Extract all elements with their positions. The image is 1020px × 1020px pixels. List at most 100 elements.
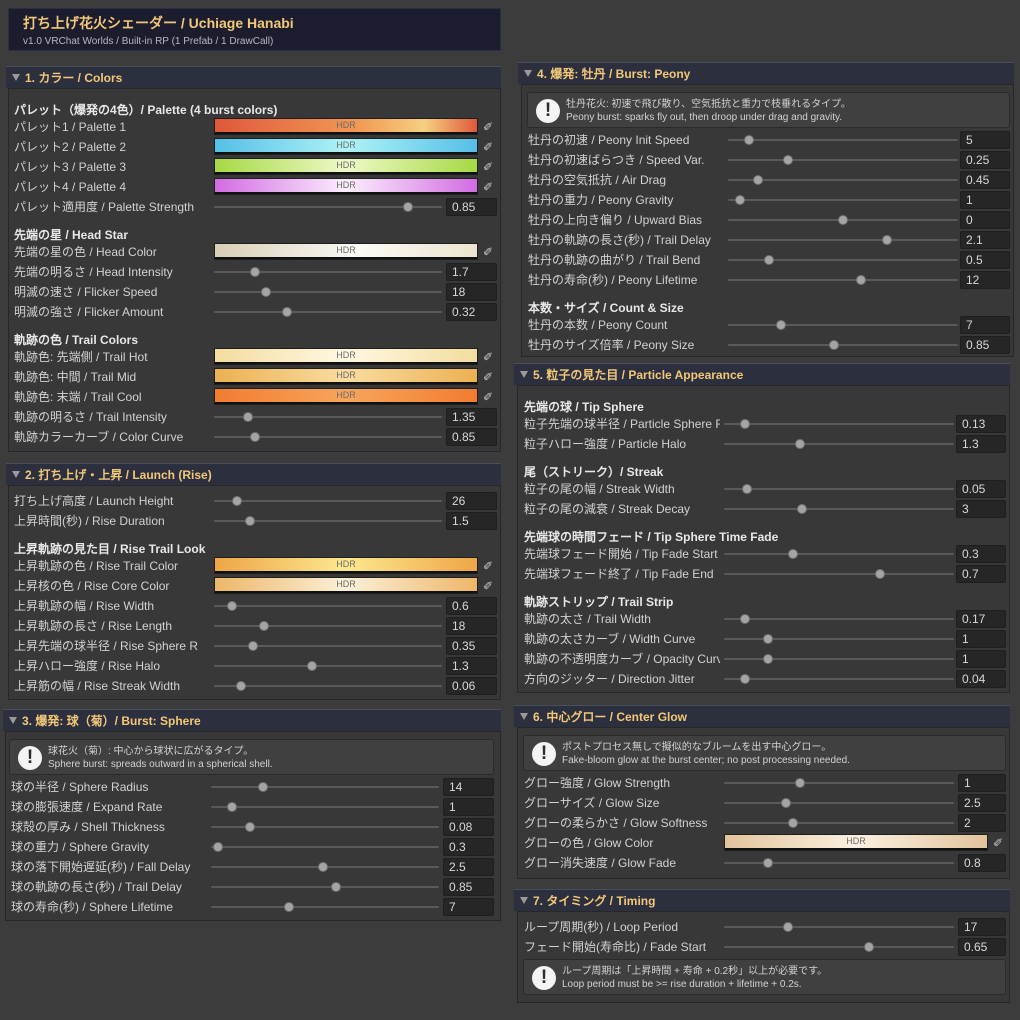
slider-track[interactable] [724, 618, 954, 620]
trail-delay-slider[interactable] [728, 230, 958, 250]
slider-thumb[interactable] [794, 439, 805, 449]
loop-period-value-field[interactable]: 17 [958, 918, 1006, 936]
tip-fade-end-slider[interactable] [724, 564, 954, 584]
slider-track[interactable] [724, 488, 954, 490]
slider-track[interactable] [214, 665, 442, 667]
trail-delay-value-field[interactable]: 2.1 [960, 231, 1010, 249]
slider-track[interactable] [728, 139, 958, 141]
trail-bend-value-field[interactable]: 0.5 [960, 251, 1010, 269]
rise-length-value-field[interactable]: 18 [446, 617, 497, 635]
init-speed-slider[interactable] [728, 130, 958, 150]
foldout-arrow-icon[interactable] [520, 371, 528, 378]
slider-track[interactable] [728, 279, 958, 281]
slider-track[interactable] [728, 159, 958, 161]
slider-track[interactable] [214, 436, 442, 438]
slider-thumb[interactable] [856, 275, 867, 285]
slider-track[interactable] [211, 786, 439, 788]
eyedropper-icon[interactable]: ✐ [482, 578, 494, 593]
sphere-radius-value-field[interactable]: 14 [443, 778, 494, 796]
slider-thumb[interactable] [788, 818, 798, 828]
slider-track[interactable] [214, 416, 442, 418]
peony-size-value-field[interactable]: 0.85 [960, 336, 1010, 354]
slider-thumb[interactable] [743, 135, 754, 145]
slider-thumb[interactable] [739, 419, 750, 429]
slider-track[interactable] [724, 573, 954, 575]
slider-thumb[interactable] [227, 601, 238, 611]
section-header-particle[interactable]: 5. 粒子の見た目 / Particle Appearance [514, 363, 1010, 385]
slider-thumb[interactable] [752, 175, 763, 185]
slider-track[interactable] [728, 324, 958, 326]
particle-halo-slider[interactable] [724, 434, 954, 454]
eyedropper-icon[interactable]: ✐ [482, 558, 494, 573]
slider-track[interactable] [724, 802, 954, 804]
peony-count-value-field[interactable]: 7 [960, 316, 1010, 334]
slider-track[interactable] [214, 500, 442, 502]
rise-duration-slider[interactable] [214, 511, 442, 531]
width-curve-value-field[interactable]: 1 [956, 630, 1006, 648]
slider-thumb[interactable] [783, 922, 794, 932]
slider-thumb[interactable] [838, 215, 848, 225]
trail-width-value-field[interactable]: 0.17 [956, 610, 1006, 628]
slider-thumb[interactable] [261, 287, 272, 297]
trail-mid-color-field[interactable]: HDR [214, 368, 478, 385]
trail-hot-color-field[interactable]: HDR [214, 348, 478, 365]
expand-rate-value-field[interactable]: 1 [443, 798, 494, 816]
slider-thumb[interactable] [734, 195, 745, 205]
palette3-color-field[interactable]: HDR [214, 158, 478, 175]
slider-track[interactable] [214, 311, 442, 313]
color-curve-slider[interactable] [214, 427, 442, 447]
slider-thumb[interactable] [250, 267, 261, 277]
tip-fade-end-value-field[interactable]: 0.7 [956, 565, 1006, 583]
glow-fade-value-field[interactable]: 0.8 [958, 854, 1006, 872]
peony-lifetime-slider[interactable] [728, 270, 958, 290]
slider-track[interactable] [728, 259, 958, 261]
slider-thumb[interactable] [762, 654, 773, 664]
opacity-curve-value-field[interactable]: 1 [956, 650, 1006, 668]
palette-strength-value-field[interactable]: 0.85 [446, 198, 497, 216]
particle-sphere-r-slider[interactable] [724, 414, 954, 434]
slider-thumb[interactable] [226, 802, 237, 812]
slider-track[interactable] [724, 658, 954, 660]
rise-streak-width-value-field[interactable]: 0.06 [446, 677, 497, 695]
foldout-arrow-icon[interactable] [524, 70, 532, 77]
init-speed-value-field[interactable]: 5 [960, 131, 1010, 149]
slider-thumb[interactable] [881, 235, 892, 245]
slider-thumb[interactable] [764, 255, 775, 265]
slider-track[interactable] [728, 199, 958, 201]
slider-track[interactable] [724, 423, 954, 425]
slider-track[interactable] [724, 822, 954, 824]
slider-thumb[interactable] [307, 661, 318, 671]
slider-thumb[interactable] [250, 432, 261, 442]
slider-thumb[interactable] [245, 516, 256, 526]
slider-track[interactable] [211, 826, 439, 828]
trail-delay-slider[interactable] [211, 877, 439, 897]
eyedropper-icon[interactable]: ✐ [482, 349, 494, 364]
direction-jitter-slider[interactable] [724, 669, 954, 689]
slider-thumb[interactable] [212, 842, 223, 852]
peony-count-slider[interactable] [728, 315, 958, 335]
streak-width-value-field[interactable]: 0.05 [956, 480, 1006, 498]
slider-thumb[interactable] [797, 504, 808, 514]
section-header-timing[interactable]: 7. タイミング / Timing [514, 889, 1010, 911]
slider-track[interactable] [211, 886, 439, 888]
slider-track[interactable] [728, 344, 958, 346]
eyedropper-icon[interactable]: ✐ [482, 119, 494, 134]
slider-track[interactable] [724, 638, 954, 640]
slider-thumb[interactable] [794, 778, 805, 788]
trail-bend-slider[interactable] [728, 250, 958, 270]
slider-track[interactable] [214, 605, 442, 607]
rise-width-slider[interactable] [214, 596, 442, 616]
fall-delay-slider[interactable] [211, 857, 439, 877]
glow-softness-value-field[interactable]: 2 [958, 814, 1006, 832]
slider-track[interactable] [214, 291, 442, 293]
eyedropper-icon[interactable]: ✐ [482, 369, 494, 384]
slider-thumb[interactable] [742, 484, 752, 494]
slider-track[interactable] [724, 553, 954, 555]
slider-track[interactable] [211, 806, 439, 808]
foldout-arrow-icon[interactable] [9, 717, 17, 724]
shell-thickness-slider[interactable] [211, 817, 439, 837]
slider-thumb[interactable] [762, 858, 773, 868]
rise-length-slider[interactable] [214, 616, 442, 636]
sphere-lifetime-value-field[interactable]: 7 [443, 898, 494, 916]
width-curve-slider[interactable] [724, 629, 954, 649]
